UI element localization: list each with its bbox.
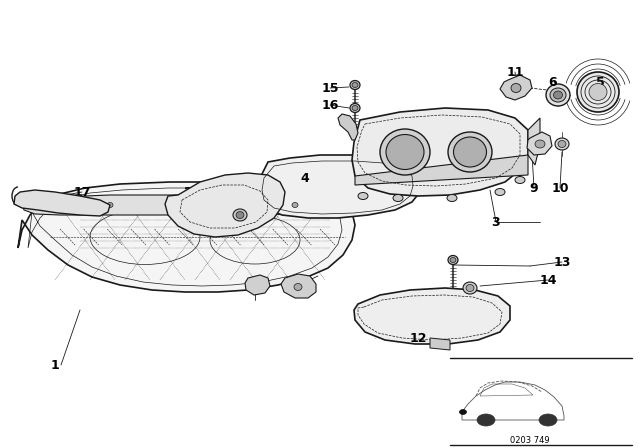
Text: 4: 4	[301, 172, 309, 185]
Ellipse shape	[450, 258, 456, 263]
Ellipse shape	[448, 132, 492, 172]
Ellipse shape	[454, 137, 486, 167]
Polygon shape	[281, 274, 316, 298]
Text: 9: 9	[530, 181, 538, 194]
Text: 1: 1	[51, 358, 60, 371]
Polygon shape	[258, 155, 422, 218]
Polygon shape	[14, 190, 110, 216]
Ellipse shape	[172, 202, 178, 207]
Text: 8: 8	[294, 280, 302, 293]
Polygon shape	[22, 195, 312, 215]
Ellipse shape	[350, 81, 360, 90]
Ellipse shape	[247, 202, 253, 207]
Polygon shape	[354, 288, 510, 344]
Polygon shape	[527, 132, 552, 155]
Polygon shape	[165, 173, 285, 237]
Ellipse shape	[477, 414, 495, 426]
Text: 12: 12	[409, 332, 427, 345]
Ellipse shape	[352, 82, 358, 87]
Ellipse shape	[546, 84, 570, 106]
Ellipse shape	[555, 138, 569, 150]
Ellipse shape	[386, 134, 424, 169]
Ellipse shape	[292, 202, 298, 207]
Ellipse shape	[294, 284, 302, 290]
Ellipse shape	[447, 194, 457, 202]
Text: 2: 2	[184, 185, 193, 198]
Ellipse shape	[463, 282, 477, 294]
Text: 17: 17	[73, 185, 91, 198]
Text: 16: 16	[321, 99, 339, 112]
Ellipse shape	[554, 91, 563, 99]
Ellipse shape	[495, 189, 505, 195]
Text: 6: 6	[548, 76, 557, 89]
Ellipse shape	[358, 193, 368, 199]
Text: 7: 7	[253, 280, 262, 293]
Polygon shape	[245, 275, 270, 295]
Ellipse shape	[233, 209, 247, 221]
Ellipse shape	[380, 129, 430, 175]
Text: 10: 10	[551, 181, 569, 194]
Ellipse shape	[352, 105, 358, 111]
Ellipse shape	[535, 140, 545, 148]
Polygon shape	[18, 182, 355, 292]
Text: 0203 749: 0203 749	[510, 435, 550, 444]
Ellipse shape	[539, 414, 557, 426]
Ellipse shape	[466, 284, 474, 292]
Ellipse shape	[393, 194, 403, 202]
Text: 15: 15	[321, 82, 339, 95]
Ellipse shape	[107, 202, 113, 207]
Text: 11: 11	[506, 65, 524, 78]
Ellipse shape	[577, 72, 619, 112]
Text: 13: 13	[554, 255, 571, 268]
Ellipse shape	[550, 88, 566, 102]
Polygon shape	[528, 118, 540, 165]
Ellipse shape	[57, 202, 63, 207]
Ellipse shape	[515, 177, 525, 184]
Text: 14: 14	[540, 273, 557, 287]
Ellipse shape	[460, 409, 467, 414]
Polygon shape	[430, 338, 450, 350]
Polygon shape	[352, 108, 528, 196]
Ellipse shape	[236, 211, 244, 219]
Ellipse shape	[448, 255, 458, 264]
Ellipse shape	[511, 83, 521, 92]
Polygon shape	[338, 114, 358, 140]
Polygon shape	[500, 75, 532, 100]
Ellipse shape	[558, 141, 566, 147]
Polygon shape	[355, 155, 528, 185]
Text: 3: 3	[492, 215, 500, 228]
Text: 5: 5	[596, 76, 604, 89]
Ellipse shape	[589, 83, 607, 100]
Ellipse shape	[350, 103, 360, 112]
